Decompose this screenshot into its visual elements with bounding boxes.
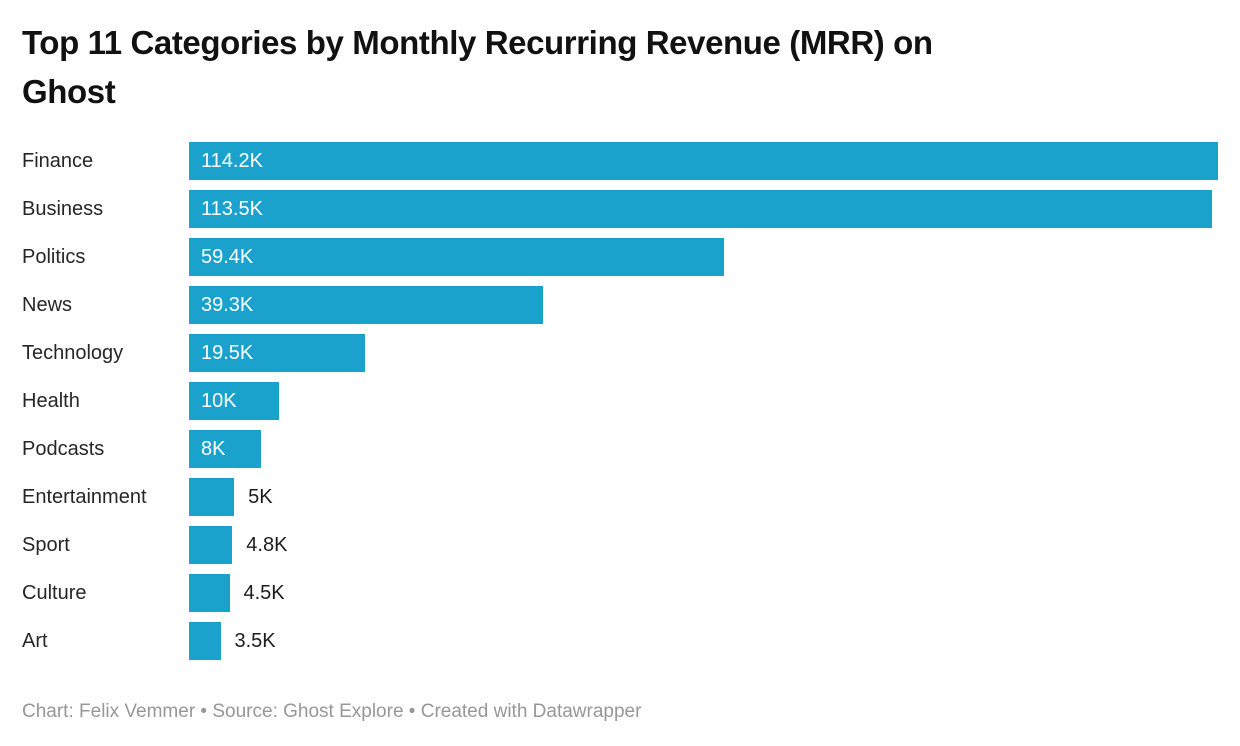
bar <box>189 622 221 660</box>
category-label: Culture <box>22 582 87 604</box>
category-label: Politics <box>22 246 86 268</box>
chart-title: Top 11 Categories by Monthly Recurring R… <box>0 0 1240 116</box>
bar-track: 19.5K <box>189 329 1218 377</box>
category-label: Entertainment <box>22 486 147 508</box>
category-label: News <box>22 294 73 316</box>
bar: 59.4K <box>189 238 725 276</box>
chart-title-line-2: Ghost <box>22 73 116 110</box>
value-label: 39.3K <box>201 293 254 316</box>
bar-track: 4.5K <box>189 569 1218 617</box>
value-label: 5K <box>248 485 273 508</box>
chart-title-line-1: Top 11 Categories by Monthly Recurring R… <box>22 24 933 61</box>
bar: 8K <box>189 430 262 468</box>
value-label: 8K <box>201 437 226 460</box>
chart-row: Politics 59.4K <box>0 233 1240 281</box>
bar-chart: Finance 114.2K Business 113.5K Politics 59.4K… <box>0 137 1240 665</box>
chart-row: Finance 114.2K <box>0 137 1240 185</box>
bar-track: 113.5K <box>189 185 1218 233</box>
category-label: Technology <box>22 342 124 364</box>
bar: 19.5K <box>189 334 365 372</box>
bar-track: 114.2K <box>189 137 1218 185</box>
bar <box>189 526 233 564</box>
value-label: 113.5K <box>201 197 263 220</box>
value-label: 114.2K <box>201 149 263 172</box>
bar: 10K <box>189 382 280 420</box>
chart-row: Technology 19.5K <box>0 329 1240 377</box>
chart-row: News 39.3K <box>0 281 1240 329</box>
bar: 114.2K <box>189 142 1218 180</box>
category-label: Sport <box>22 534 70 556</box>
chart-row: Podcasts 8K <box>0 425 1240 473</box>
value-label: 3.5K <box>234 629 276 652</box>
bar-track: 39.3K <box>189 281 1218 329</box>
bar-track: 4.8K <box>189 521 1218 569</box>
category-label: Business <box>22 198 104 220</box>
bar: 39.3K <box>189 286 544 324</box>
bar-track: 3.5K <box>189 617 1218 665</box>
chart-row: Health 10K <box>0 377 1240 425</box>
bar-track: 5K <box>189 473 1218 521</box>
chart-row: Culture 4.5K <box>0 569 1240 617</box>
bar <box>189 478 235 516</box>
chart-row: Art 3.5K <box>0 617 1240 665</box>
value-label: 19.5K <box>201 341 254 364</box>
chart-row: Business 113.5K <box>0 185 1240 233</box>
bar-track: 8K <box>189 425 1218 473</box>
bar <box>189 574 230 612</box>
category-label: Finance <box>22 150 94 172</box>
value-label: 10K <box>201 389 237 412</box>
chart-footer: Chart: Felix Vemmer • Source: Ghost Expl… <box>22 701 642 722</box>
category-label: Podcasts <box>22 438 105 460</box>
bar-track: 59.4K <box>189 233 1218 281</box>
chart-row: Entertainment 5K <box>0 473 1240 521</box>
bar: 113.5K <box>189 190 1212 228</box>
value-label: 59.4K <box>201 245 254 268</box>
value-label: 4.8K <box>246 533 288 556</box>
bar-track: 10K <box>189 377 1218 425</box>
category-label: Art <box>22 630 48 652</box>
category-label: Health <box>22 390 80 412</box>
chart-row: Sport 4.8K <box>0 521 1240 569</box>
value-label: 4.5K <box>243 581 285 604</box>
